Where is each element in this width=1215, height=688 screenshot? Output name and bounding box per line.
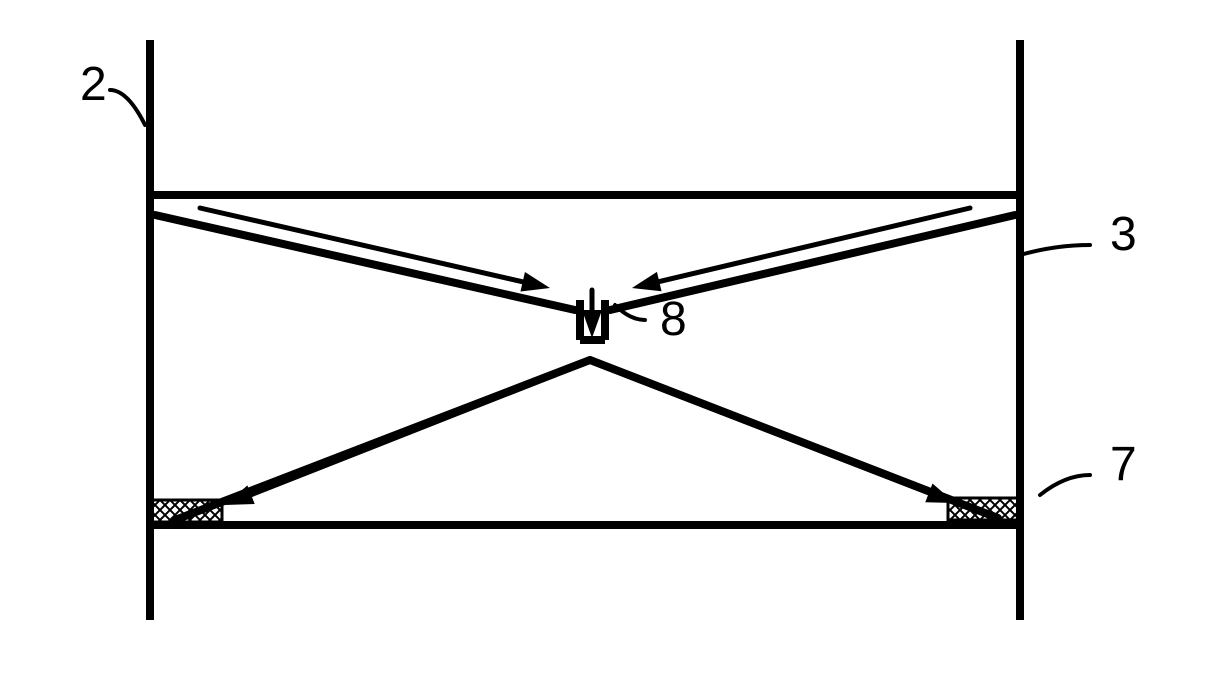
label-leaders bbox=[110, 90, 1090, 495]
label-left-wall: 2 bbox=[80, 58, 107, 111]
label-hatch-right: 7 bbox=[1110, 438, 1137, 491]
diagram-canvas: 2 3 8 7 bbox=[0, 0, 1215, 688]
label-throat: 8 bbox=[660, 293, 687, 346]
hatch-left bbox=[152, 500, 222, 522]
hatch-right bbox=[948, 498, 1018, 520]
label-upper-funnel: 3 bbox=[1110, 208, 1137, 261]
diagram-geometry bbox=[150, 40, 1020, 620]
labels-group: 2 3 8 7 bbox=[80, 58, 1137, 491]
